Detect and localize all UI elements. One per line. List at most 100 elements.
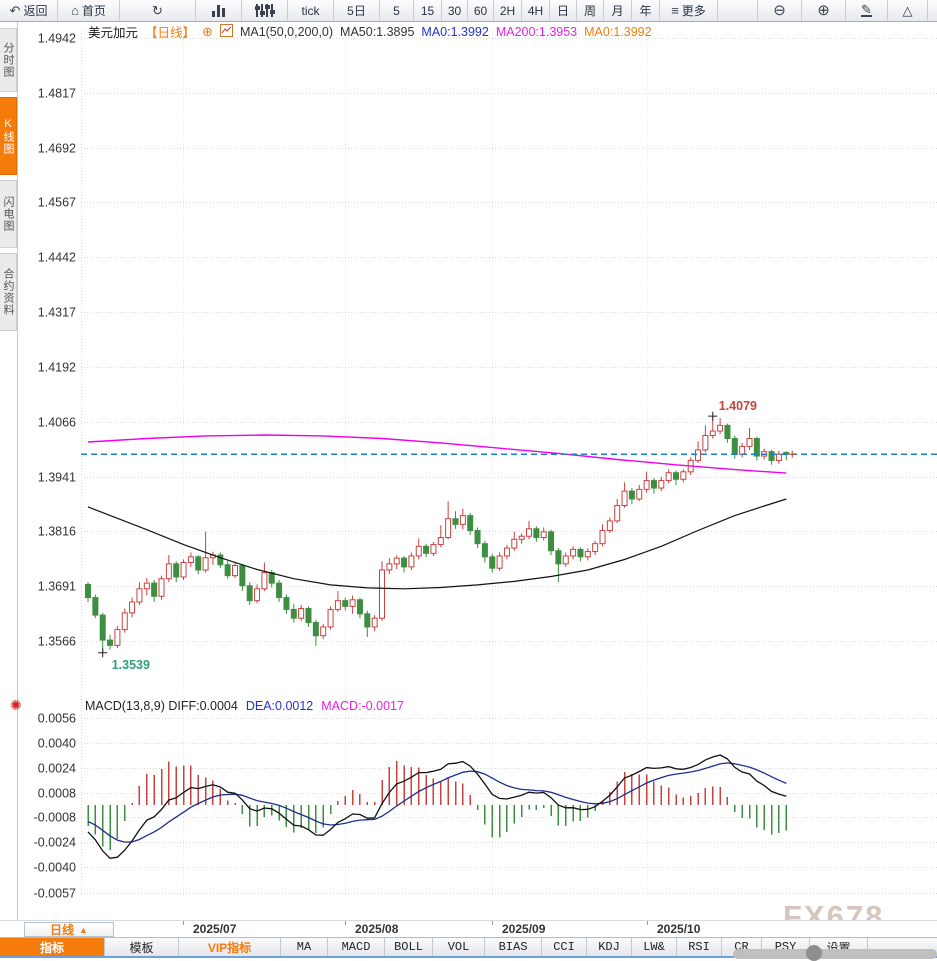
sidebar-item-time-chart[interactable]: 分时图 [0,28,17,92]
svg-text:1.3539: 1.3539 [112,658,150,672]
timeframe-5d[interactable]: 5日 [334,0,380,21]
more-button-label: 更多 [681,4,706,18]
month-tick [183,921,184,925]
svg-text:1.4317: 1.4317 [38,306,76,320]
zoom-out-icon: ⊖ [773,2,786,19]
svg-text:1.3941: 1.3941 [38,471,76,485]
svg-text:0.0008: 0.0008 [38,787,76,801]
timeframe-year[interactable]: 年 [632,0,660,21]
period-selector[interactable]: 日线 ▲ [24,922,114,937]
svg-text:-0.0040: -0.0040 [34,861,76,875]
timeframe-2h[interactable]: 2H [494,0,522,21]
home-icon: ⌂ [71,3,79,18]
chart-type-sidebar: 分时图 K线图闪电图合约资料 [0,22,18,920]
period-selector-label: 日线 [50,923,75,937]
timeframe-5[interactable]: 5 [380,0,414,21]
timeframe-5-label: 5 [393,3,400,18]
sidebar-item-kline-chart[interactable]: K线图 [0,97,17,175]
timeframe-year-label: 年 [639,4,652,18]
shape-button[interactable]: △ [888,0,928,21]
macd-macd-value: MACD:-0.0017 [321,699,404,713]
sliders-icon [254,4,275,17]
timeframe-tick[interactable]: tick [288,0,334,21]
refresh-button[interactable]: ↻ [120,0,196,21]
home-button[interactable]: ⌂ 首页 [58,0,120,21]
tab-cci[interactable]: CCI [542,938,587,956]
svg-text:1.4692: 1.4692 [38,142,76,156]
fx-button[interactable] [718,0,758,21]
timeframe-week[interactable]: 周 [577,0,604,21]
month-label: 2025/10 [657,922,701,936]
month-tick [345,921,346,925]
tab-vol[interactable]: VOL [433,938,485,956]
ma50-line [87,498,787,590]
dea-line [87,762,787,843]
chart-thumbnail-icon[interactable] [219,23,233,40]
home-button-label: 首页 [81,4,106,18]
month-label: 2025/08 [355,922,399,936]
tab-templates[interactable]: 模板 [105,938,179,956]
tab-macd[interactable]: MACD [328,938,385,956]
timeframe-month[interactable]: 月 [604,0,632,21]
svg-text:-0.0008: -0.0008 [34,811,76,825]
sidebar-item-lightning-chart[interactable]: 闪电图 [0,180,17,248]
svg-text:1.4066: 1.4066 [38,416,76,430]
scrollbar-knob[interactable] [806,945,822,961]
tab-lw[interactable]: LW& [632,938,677,956]
back-arrow-icon: ↶ [9,3,21,18]
timeframe-tick-label: tick [301,3,320,18]
period-tag: 【日线】 [145,26,196,40]
timeframe-30[interactable]: 30 [442,0,468,21]
pencil-icon: ✎ [861,2,872,17]
macd-header: MACD(13,8,9) DIFF:0.0004 DEA:0.0012 MACD… [85,699,404,713]
svg-text:1.3566: 1.3566 [38,635,76,649]
tab-ma[interactable]: MA [281,938,328,956]
tab-indicators[interactable]: 指标 [0,938,105,956]
indicator-settings-icon[interactable]: ✺ [10,697,22,713]
zoom-in-button[interactable]: ⊕ [802,0,846,21]
macd-dea-value: DEA:0.0012 [245,699,314,713]
svg-text:1.4942: 1.4942 [38,32,76,46]
svg-text:0.0024: 0.0024 [38,762,76,776]
timeframe-60-label: 60 [473,3,488,18]
chevron-up-icon: ▲ [79,924,88,935]
draw-button[interactable]: ✎ [846,0,888,21]
svg-text:0.0056: 0.0056 [38,712,76,726]
tab-boll[interactable]: BOLL [385,938,433,956]
svg-text:1.4442: 1.4442 [38,251,76,265]
zoom-out-button[interactable]: ⊖ [758,0,802,21]
svg-text:1.3816: 1.3816 [38,525,76,539]
diff-line [87,754,787,859]
indicator-panel-button[interactable] [242,0,288,21]
symbol-name: 美元加元 [88,26,139,40]
symbol-header: 美元加元 【日线】 ⊕ MA1(50,0,200,0) MA50:1.3895 … [88,23,652,40]
back-button[interactable]: ↶ 返回 [0,0,58,21]
more-button[interactable]: ≡ 更多 [660,0,718,21]
chart-style-button[interactable] [196,0,242,21]
timeframe-4h-label: 4H [527,3,544,18]
month-label: 2025/09 [502,922,546,936]
timeframe-4h[interactable]: 4H [522,0,550,21]
tab-bias[interactable]: BIAS [485,938,542,956]
svg-text:1.3691: 1.3691 [38,580,76,594]
month-label: 2025/07 [193,922,237,936]
horizontal-scrollbar[interactable] [733,949,937,959]
timeframe-15[interactable]: 15 [414,0,442,21]
tab-vip-indicators[interactable]: VIP指标 [179,938,281,956]
ma0-blue-value: MA0:1.3992 [421,24,489,39]
timeframe-60[interactable]: 60 [468,0,494,21]
grid-layer [81,30,937,896]
svg-text:0.0040: 0.0040 [38,737,76,751]
timeframe-month-label: 月 [611,4,624,18]
tab-rsi[interactable]: RSI [677,938,722,956]
menu-icon: ≡ [671,3,679,18]
price-chart-layer [81,411,937,658]
add-to-favorites-icon[interactable]: ⊕ [202,23,213,39]
ma200-value: MA200:1.3953 [495,24,578,39]
timeframe-day[interactable]: 日 [550,0,577,21]
x-axis-band: 日线 ▲ 2025/07 2025/08 2025/09 2025/10 [0,920,937,937]
tab-kdj[interactable]: KDJ [587,938,632,956]
svg-text:-0.0024: -0.0024 [34,836,76,850]
sidebar-item-contract-info[interactable]: 合约资料 [0,253,17,331]
chart-canvas[interactable]: 1.4942 1.4817 1.4692 1.4567 1.4442 1.4317 1.41… [0,22,937,920]
